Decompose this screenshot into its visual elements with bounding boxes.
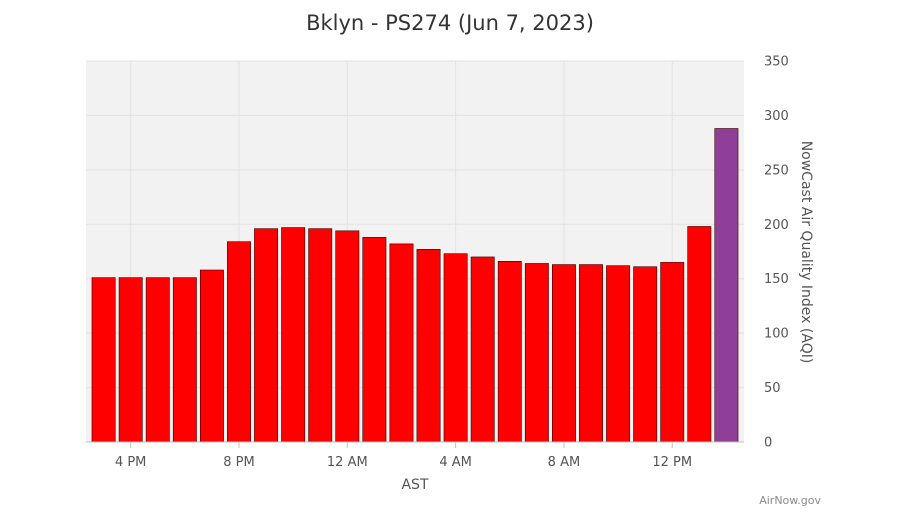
y-tick-label: 50 [764, 381, 781, 396]
bar-15[interactable] [497, 260, 522, 443]
bar-18[interactable] [579, 264, 603, 443]
y-tick-label: 100 [764, 327, 789, 342]
bar-22[interactable] [687, 226, 712, 443]
bar-5[interactable] [227, 241, 251, 443]
bar-2[interactable] [145, 277, 170, 443]
bar-17[interactable] [551, 264, 576, 443]
chart-title: Bklyn - PS274 (Jun 7, 2023) [306, 11, 594, 35]
y-tick-label: 0 [764, 436, 772, 451]
bar-21[interactable] [660, 262, 685, 443]
y-tick-label: 300 [764, 109, 789, 124]
bar-4[interactable] [199, 269, 224, 443]
bar-10[interactable] [362, 237, 387, 443]
bar-12[interactable] [416, 249, 441, 443]
x-tick-label: 8 PM [223, 455, 254, 470]
x-tick-label: 8 AM [548, 455, 581, 470]
bar-7[interactable] [281, 227, 306, 443]
y-tick-label: 250 [764, 163, 789, 178]
bar-series [91, 128, 739, 443]
y-tick-label: 350 [764, 55, 789, 70]
bar-16[interactable] [524, 263, 549, 443]
bar-0[interactable] [91, 277, 116, 443]
y-tick-label: 200 [764, 218, 789, 233]
bar-23[interactable] [714, 128, 739, 443]
bar-11[interactable] [389, 243, 414, 443]
bar-14[interactable] [470, 256, 495, 443]
bar-6[interactable] [254, 228, 279, 443]
bar-1[interactable] [118, 277, 143, 443]
bar-3[interactable] [172, 277, 197, 443]
bar-9[interactable] [335, 230, 360, 443]
bar-8[interactable] [308, 228, 333, 443]
bar-20[interactable] [633, 266, 658, 443]
y-axis-ticks: 0 50 100 150 200 250 300 350 [764, 55, 789, 451]
x-tick-label: 4 AM [439, 455, 472, 470]
x-axis-title: AST [401, 477, 428, 493]
x-tick-label: 12 PM [652, 455, 692, 470]
credit-text: AirNow.gov [759, 494, 821, 507]
x-tick-label: 12 AM [327, 455, 368, 470]
x-axis-ticks: 4 PM 8 PM 12 AM 4 AM 8 AM 12 PM [115, 442, 692, 470]
x-tick-label: 4 PM [115, 455, 146, 470]
y-axis-title: NowCast Air Quality Index (AQI) [798, 141, 814, 364]
bar-19[interactable] [606, 265, 631, 443]
y-tick-label: 150 [764, 272, 789, 287]
bar-13[interactable] [443, 253, 468, 443]
